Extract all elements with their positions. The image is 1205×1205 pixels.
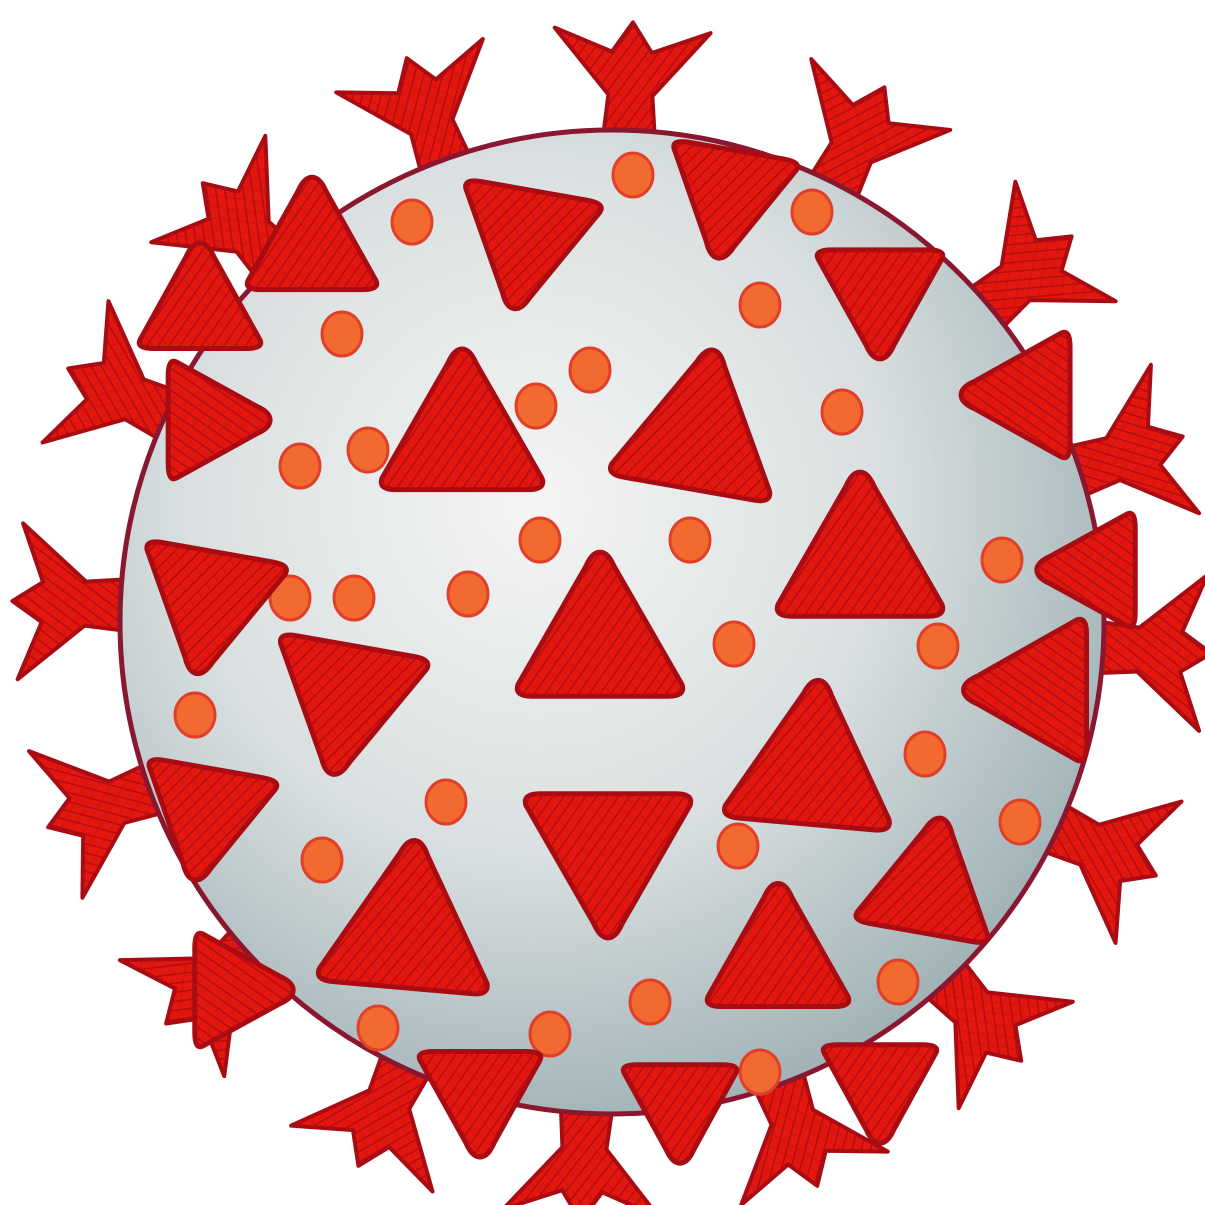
surface-dot [876, 958, 920, 1006]
surface-dot [568, 346, 612, 394]
surface-spike [774, 469, 946, 619]
surface-spike [620, 1062, 740, 1166]
surface-spike [315, 838, 490, 997]
outer-spike [552, 20, 713, 164]
surface-dot [332, 574, 376, 622]
surface-dot [712, 620, 756, 668]
surface-dot [300, 836, 344, 884]
surface-dot [268, 574, 312, 622]
surface-dot [903, 730, 947, 778]
surface-dot [424, 778, 468, 826]
surface-dot [390, 198, 434, 246]
surface-dot [790, 188, 834, 236]
surface-spike [416, 1049, 544, 1160]
outer-spike [10, 521, 154, 682]
surface-spike [853, 815, 991, 945]
surface-dot [628, 978, 672, 1026]
surface-dot [518, 516, 562, 564]
surface-dot [716, 822, 760, 870]
surface-dot [278, 442, 322, 490]
surface-dot [346, 426, 390, 474]
surface-dot [320, 310, 364, 358]
surface-dot [528, 1010, 572, 1058]
surface-dot [738, 1048, 782, 1096]
surface-spike [958, 329, 1073, 461]
surface-dot [668, 516, 712, 564]
surface-spike [704, 881, 852, 1010]
surface-spike [1034, 510, 1138, 630]
surface-spike [721, 677, 892, 833]
surface-dot [446, 570, 490, 618]
surface-spike [463, 178, 604, 312]
surface-dot [998, 798, 1042, 846]
surface-dot [173, 691, 217, 739]
surface-spike [277, 632, 431, 777]
surface-spike [165, 358, 273, 482]
surface-spike [144, 539, 289, 677]
outer-spike [1069, 573, 1205, 733]
surface-dot [820, 388, 864, 436]
surface-spike [608, 347, 773, 504]
surface-dots [173, 151, 1042, 1096]
surface-spike [378, 346, 546, 493]
surface-dot [514, 382, 558, 430]
surface-dot [916, 622, 960, 670]
surface-spike [146, 757, 280, 883]
surface-spike [136, 240, 264, 351]
surface-spike [522, 791, 694, 941]
surface-spike [244, 174, 380, 293]
surface-dot [356, 1004, 400, 1052]
surface-spike [192, 930, 296, 1050]
surface-spikes [136, 139, 1138, 1166]
surface-spike [961, 616, 1090, 764]
surface-dot [738, 281, 782, 329]
surface-spike [820, 1042, 940, 1146]
surface-dot [611, 151, 655, 199]
outer-spike [501, 1079, 661, 1205]
surface-spike [671, 139, 800, 261]
surface-dot [980, 536, 1024, 584]
surface-spike [814, 247, 946, 362]
surface-spike [514, 549, 686, 699]
